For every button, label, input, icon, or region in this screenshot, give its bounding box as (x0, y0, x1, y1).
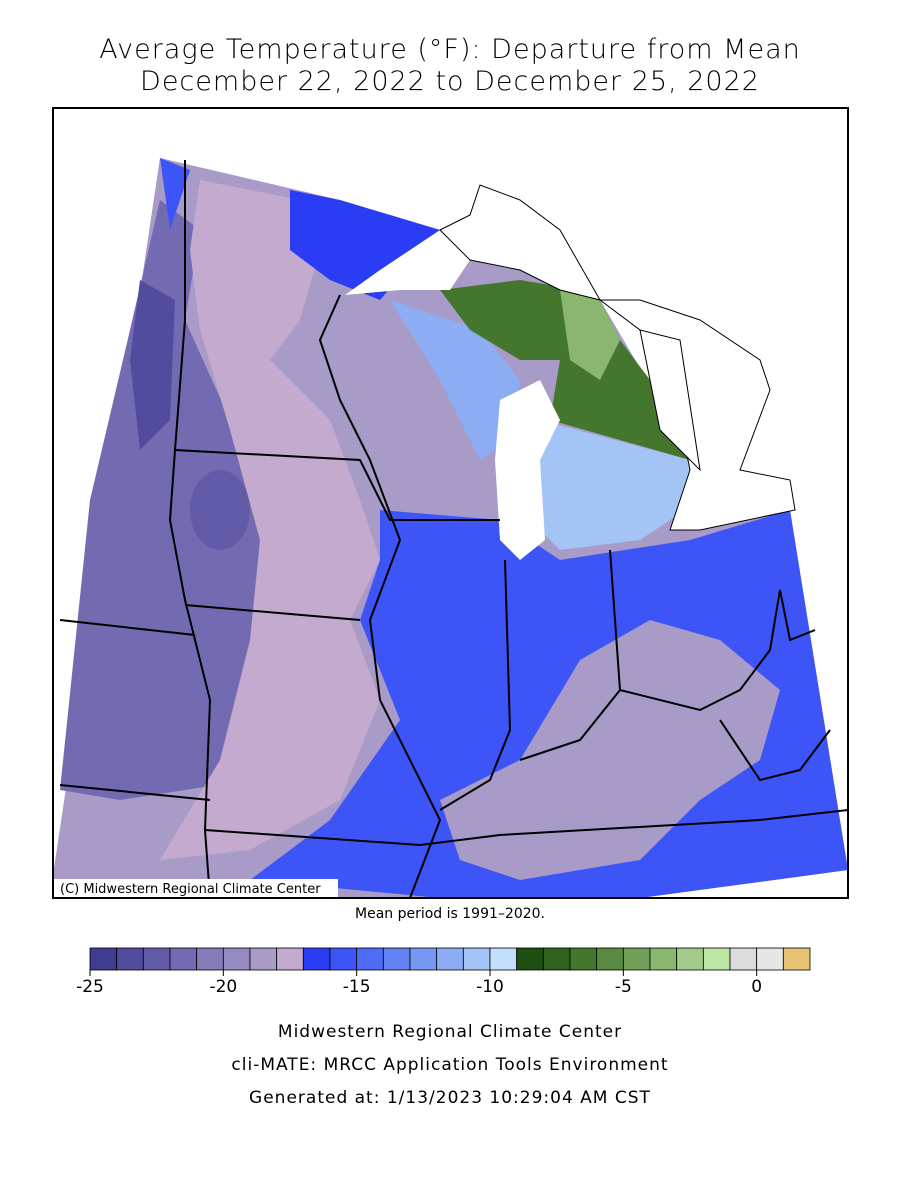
color-swatch (782, 947, 811, 971)
color-swatch (276, 947, 304, 971)
region-darkest-purple (130, 280, 175, 450)
state-border (168, 160, 212, 898)
lake (345, 230, 470, 295)
state-border (184, 604, 361, 621)
state-border (59, 784, 211, 801)
color-swatch (622, 947, 651, 971)
color-swatch (329, 947, 358, 971)
region-darkest-purple (190, 470, 250, 550)
state-border (59, 619, 196, 636)
color-swatch (729, 947, 758, 971)
tick-label: -25 (76, 977, 104, 997)
lake-huron (639, 329, 701, 472)
color-swatch (169, 947, 198, 971)
color-swatch (676, 947, 704, 971)
mean-period-note: Mean period is 1991–2020. (355, 906, 545, 922)
color-swatch (222, 947, 251, 971)
footer-line: cli-MATE: MRCC Application Tools Environ… (231, 1055, 668, 1075)
map: (C) Midwestern Regional Climate Center M… (52, 107, 849, 922)
color-swatch (409, 947, 438, 971)
color-swatch (116, 947, 144, 971)
footer-line: Midwestern Regional Climate Center (278, 1022, 622, 1042)
color-swatch (356, 947, 384, 971)
footer-line: Generated at: 1/13/2023 10:29:04 AM CST (249, 1088, 651, 1108)
region-light-blue (530, 420, 700, 550)
color-swatch (756, 947, 784, 971)
region-green (440, 280, 690, 460)
color-swatch (516, 947, 544, 971)
map-frame (52, 107, 849, 899)
tick-label: -10 (476, 977, 504, 997)
color-swatch (569, 947, 598, 971)
color-swatch (489, 947, 518, 971)
color-swatch (649, 947, 678, 971)
state-border (619, 589, 816, 712)
color-swatch (702, 947, 731, 971)
state-border (318, 294, 442, 898)
tick-label: -20 (209, 977, 237, 997)
color-swatch (89, 947, 118, 971)
color-swatch (249, 947, 278, 971)
color-swatch (302, 947, 331, 971)
color-swatch (436, 947, 464, 971)
map-credit: (C) Midwestern Regional Climate Center (60, 882, 321, 897)
region-mid-purple (440, 620, 780, 880)
region-light-green (560, 290, 620, 380)
tick-label: -5 (615, 977, 632, 997)
state-border (719, 719, 831, 782)
color-swatch (142, 947, 171, 971)
color-swatch (542, 947, 571, 971)
state-border (519, 549, 622, 761)
state-border (174, 449, 500, 521)
state-border (439, 559, 512, 811)
state-border (204, 809, 848, 847)
tick-label: 0 (751, 977, 762, 997)
region-light-purple (160, 180, 380, 860)
title-line: December 22, 2022 to December 25, 2022 (140, 66, 760, 97)
color-swatch (196, 947, 224, 971)
color-swatch (382, 947, 411, 971)
colorbar: -25 -20 -15 -10 -5 0 (76, 947, 811, 997)
canada (439, 184, 796, 531)
color-swatch (462, 947, 491, 971)
color-swatch (596, 947, 624, 971)
tick-label: -15 (343, 977, 371, 997)
region-blue (160, 158, 190, 230)
credit-box (54, 879, 338, 897)
title-line: Average Temperature (°F): Departure from… (99, 34, 800, 65)
lake (495, 380, 560, 560)
